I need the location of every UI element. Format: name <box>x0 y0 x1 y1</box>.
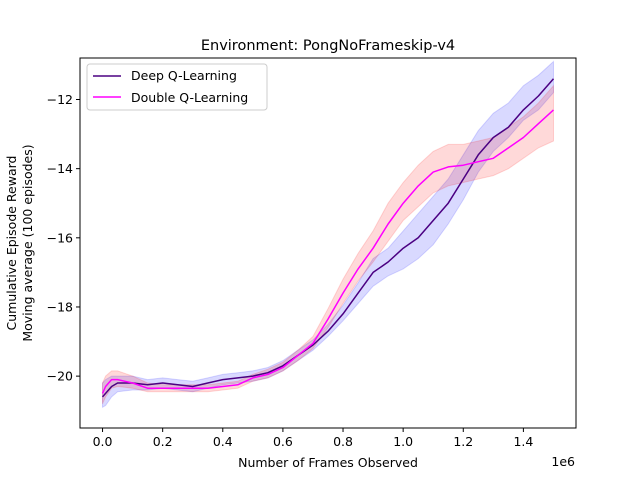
x-axis: 0.0 0.2 0.4 0.6 0.8 1.0 1.2 1.4 <box>93 428 533 449</box>
legend-label-double-q: Double Q-Learning <box>131 90 248 105</box>
y-tick-label: −16 <box>47 230 73 245</box>
x-tick-label: 0.2 <box>153 434 173 449</box>
confidence-band-0 <box>102 60 554 409</box>
y-axis-label-line-2: Moving average (100 episodes) <box>20 144 35 341</box>
plot-area-frame <box>79 57 577 429</box>
series-line-1 <box>101 109 555 394</box>
x-tick-label: 1.0 <box>393 434 413 449</box>
y-tick-label: −14 <box>47 161 73 176</box>
legend-label-deep-q: Deep Q-Learning <box>131 68 237 83</box>
x-axis-label: Number of Frames Observed <box>238 455 418 470</box>
x-tick-label: 1.4 <box>513 434 533 449</box>
lines-layer <box>101 78 555 398</box>
y-tick-label: −18 <box>47 299 73 314</box>
x-tick-label: 0.6 <box>273 434 293 449</box>
x-axis-offset-text: 1e6 <box>551 454 575 469</box>
confidence-band-1 <box>102 84 554 405</box>
x-tick-label: 0.8 <box>333 434 353 449</box>
y-tick-label: −20 <box>47 369 73 384</box>
bands-layer <box>102 60 554 409</box>
y-axis-label-line-1: Cumulative Episode Reward <box>4 156 19 331</box>
y-tick-label: −12 <box>47 92 73 107</box>
y-axis: −20 −18 −16 −14 −12 <box>47 92 80 384</box>
legend-frame <box>86 63 268 111</box>
x-tick-label: 1.2 <box>453 434 473 449</box>
chart-title: Environment: PongNoFrameskip-v4 <box>201 38 455 54</box>
x-tick-label: 0.4 <box>213 434 233 449</box>
legend: Deep Q-Learning Double Q-Learning <box>86 63 268 111</box>
x-tick-label: 0.0 <box>93 434 113 449</box>
